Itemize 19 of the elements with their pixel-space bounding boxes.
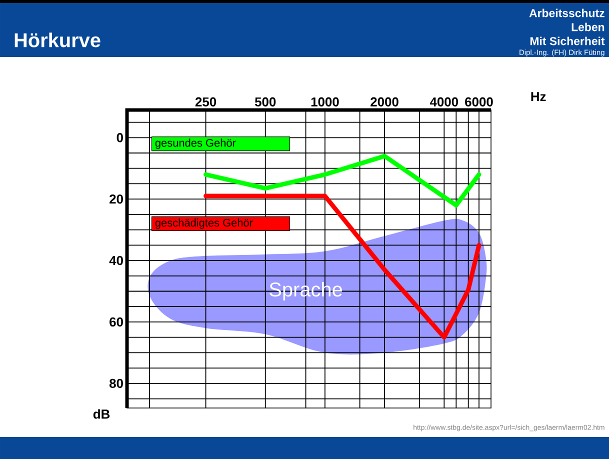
text: gesundes Gehör [155, 138, 236, 149]
x-tick-label: 250 [195, 97, 216, 106]
x-tick-label: 1000 [311, 97, 339, 106]
y-axis-title: dB [93, 409, 110, 419]
text: Mit Sicherheit [530, 36, 605, 46]
text: Arbeitsschutz [529, 8, 604, 18]
x-tick-label: 4000 [430, 97, 458, 106]
y-tick-label: 20 [110, 194, 123, 204]
x-axis-title: Hz [531, 92, 546, 102]
x-tick-label: 6000 [465, 97, 493, 106]
x-tick-label: 2000 [370, 97, 398, 106]
y-tick-label: 40 [109, 256, 123, 266]
y-tick-label: 80 [109, 378, 123, 388]
chart-title: Hörkurve [14, 32, 100, 48]
text: Leben [572, 22, 604, 32]
text: geschädigtes Gehör [155, 218, 253, 229]
y-tick-label: 0 [116, 133, 123, 142]
y-tick-label: 60 [110, 317, 123, 327]
x-tick-label: 500 [254, 97, 276, 106]
